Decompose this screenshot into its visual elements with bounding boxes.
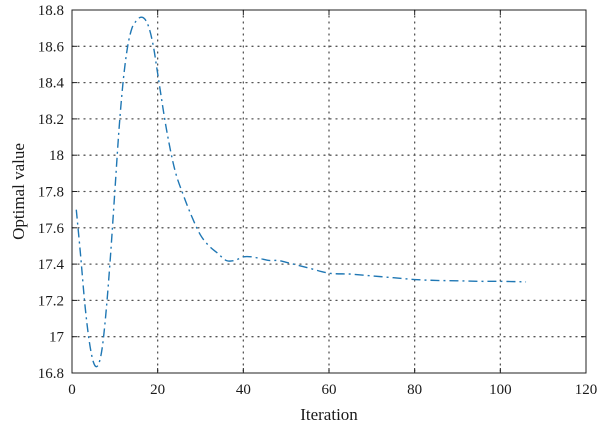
- y-tick-label: 18.2: [38, 112, 64, 128]
- x-tick-label: 60: [322, 382, 337, 398]
- y-tick-label: 17.2: [38, 293, 64, 309]
- y-tick-label: 17.4: [38, 257, 65, 273]
- y-tick-label: 18: [49, 148, 64, 164]
- y-tick-label: 17.6: [38, 221, 65, 237]
- x-tick-label: 0: [68, 382, 76, 398]
- series-line: [75, 16, 527, 368]
- x-tick-label: 40: [236, 382, 251, 398]
- x-tick-label: 20: [150, 382, 165, 398]
- x-axis-title: Iteration: [300, 405, 358, 424]
- ticks: 0 20 40 60 80 100 120 16.8 17 17.2 17.4 17.6 17.8 18 1…: [38, 3, 598, 398]
- y-tick-label: 17: [49, 330, 65, 346]
- y-tick-label: 18.6: [38, 39, 65, 55]
- grid: [71, 9, 587, 374]
- series-layer: [75, 16, 527, 368]
- y-tick-label: 18.4: [38, 76, 65, 92]
- y-axis-title: Optimal value: [9, 143, 28, 240]
- x-tick-label: 80: [407, 382, 422, 398]
- y-tick-label: 18.8: [38, 3, 64, 19]
- y-tick-label: 17.8: [38, 185, 64, 201]
- y-tick-label: 16.8: [38, 366, 64, 382]
- x-tick-label: 100: [489, 382, 512, 398]
- x-tick-label: 120: [575, 382, 598, 398]
